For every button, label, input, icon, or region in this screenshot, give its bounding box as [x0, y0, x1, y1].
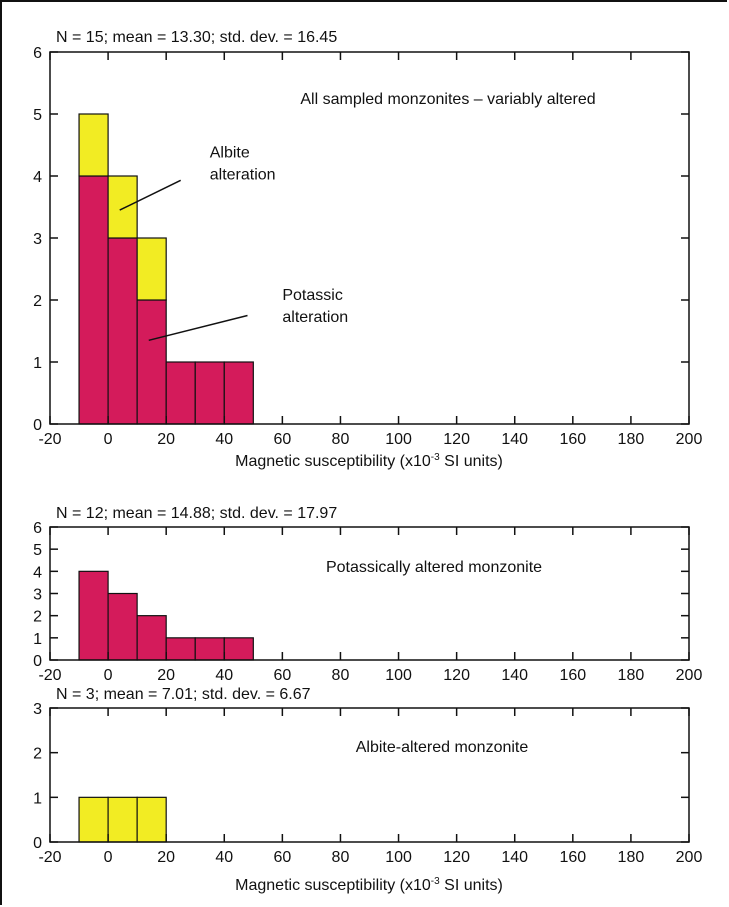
x-tick-label-bottom: 200	[676, 849, 703, 866]
bar-middle-s0-b5	[223, 637, 254, 661]
bar-top-s1-b2	[136, 237, 167, 301]
x-tick-label-bottom: 180	[618, 849, 645, 866]
x-tick-label-bottom: 20	[157, 849, 175, 866]
x-axis-label-top: Magnetic susceptibility (x10-3 SI units)	[235, 452, 503, 470]
bar-top-s0-b2	[136, 299, 167, 425]
x-tick-label-middle: 140	[501, 667, 528, 684]
x-tick-label-bottom: 120	[443, 849, 470, 866]
bar-top-s0-b1	[107, 237, 138, 425]
y-tick-label-middle: 4	[33, 564, 42, 581]
y-tick-label-top: 5	[33, 107, 42, 124]
stats-label-middle: N = 12; mean = 14.88; std. dev. = 17.97	[56, 505, 337, 522]
x-tick-label-middle: 0	[104, 667, 113, 684]
x-tick-label-middle: 100	[385, 667, 412, 684]
x-tick-label-bottom: 0	[104, 849, 113, 866]
y-tick-label-middle: 2	[33, 609, 42, 626]
x-tick-label-middle: 80	[332, 667, 350, 684]
x-tick-label-bottom: 80	[332, 849, 350, 866]
x-tick-label-bottom: 60	[273, 849, 291, 866]
panel-title-bottom: Albite-altered monzonite	[356, 739, 529, 756]
bar-bottom-s0-b0	[78, 796, 109, 843]
bar-top-s0-b4	[194, 361, 225, 425]
stats-label-top: N = 15; mean = 13.30; std. dev. = 16.45	[56, 29, 337, 46]
x-tick-label-middle: 40	[215, 667, 233, 684]
x-axis-label-bottom: Magnetic susceptibility (x10-3 SI units)	[235, 876, 503, 894]
bar-bottom-s0-b2	[136, 796, 167, 843]
bar-middle-s0-b4	[194, 637, 225, 661]
x-tick-label-top: 160	[559, 431, 586, 448]
x-tick-label-top: 100	[385, 431, 412, 448]
bar-top-s0-b5	[223, 361, 254, 425]
y-tick-label-top: 0	[33, 417, 42, 434]
bar-middle-s0-b0	[78, 570, 109, 661]
bar-top-s0-b3	[165, 361, 196, 425]
y-tick-label-middle: 1	[33, 631, 42, 648]
x-tick-label-middle: -20	[38, 667, 61, 684]
x-tick-label-top: 60	[273, 431, 291, 448]
stats-label-bottom: N = 3; mean = 7.01; std. dev. = 6.67	[56, 686, 311, 703]
y-tick-label-top: 3	[33, 231, 42, 248]
y-tick-label-bottom: 2	[33, 746, 42, 763]
y-tick-label-bottom: 0	[33, 835, 42, 852]
x-tick-label-top: -20	[38, 431, 61, 448]
bar-middle-s0-b2	[136, 615, 167, 661]
x-tick-label-top: 20	[157, 431, 175, 448]
plot-frame-bottom	[49, 707, 690, 843]
x-tick-label-top: 180	[618, 431, 645, 448]
x-tick-label-middle: 60	[273, 667, 291, 684]
bar-top-s1-b1	[107, 175, 138, 239]
y-tick-label-top: 4	[33, 169, 42, 186]
y-tick-label-middle: 0	[33, 653, 42, 670]
x-tick-label-top: 140	[501, 431, 528, 448]
x-tick-label-bottom: 160	[559, 849, 586, 866]
y-tick-label-middle: 6	[33, 520, 42, 537]
panel-title-top: All sampled monzonites – variably altere…	[300, 91, 595, 108]
y-tick-label-middle: 3	[33, 587, 42, 604]
x-tick-label-bottom: -20	[38, 849, 61, 866]
annotation-top-1: Potassic alteration	[282, 287, 348, 326]
x-tick-label-top: 200	[676, 431, 703, 448]
x-tick-label-middle: 180	[618, 667, 645, 684]
y-tick-label-middle: 5	[33, 542, 42, 559]
x-tick-label-bottom: 40	[215, 849, 233, 866]
y-tick-label-bottom: 1	[33, 790, 42, 807]
y-tick-label-top: 2	[33, 293, 42, 310]
x-tick-label-top: 0	[104, 431, 113, 448]
x-tick-label-middle: 200	[676, 667, 703, 684]
annotation-leader-top-1	[148, 314, 248, 342]
panel-title-middle: Potassically altered monzonite	[326, 559, 542, 576]
bar-middle-s0-b3	[165, 637, 196, 661]
x-tick-label-middle: 20	[157, 667, 175, 684]
annotation-top-0: Albite alteration	[210, 144, 276, 183]
x-tick-label-top: 120	[443, 431, 470, 448]
x-tick-label-top: 80	[332, 431, 350, 448]
x-tick-label-top: 40	[215, 431, 233, 448]
x-tick-label-bottom: 100	[385, 849, 412, 866]
bar-bottom-s0-b1	[107, 796, 138, 843]
y-tick-label-top: 1	[33, 355, 42, 372]
annotation-leader-top-0	[119, 179, 182, 211]
bar-top-s0-b0	[78, 175, 109, 425]
bar-top-s1-b0	[78, 113, 109, 177]
y-tick-label-top: 6	[33, 45, 42, 62]
x-tick-label-middle: 120	[443, 667, 470, 684]
y-tick-label-bottom: 3	[33, 701, 42, 718]
x-tick-label-bottom: 140	[501, 849, 528, 866]
bar-middle-s0-b1	[107, 592, 138, 661]
x-tick-label-middle: 160	[559, 667, 586, 684]
